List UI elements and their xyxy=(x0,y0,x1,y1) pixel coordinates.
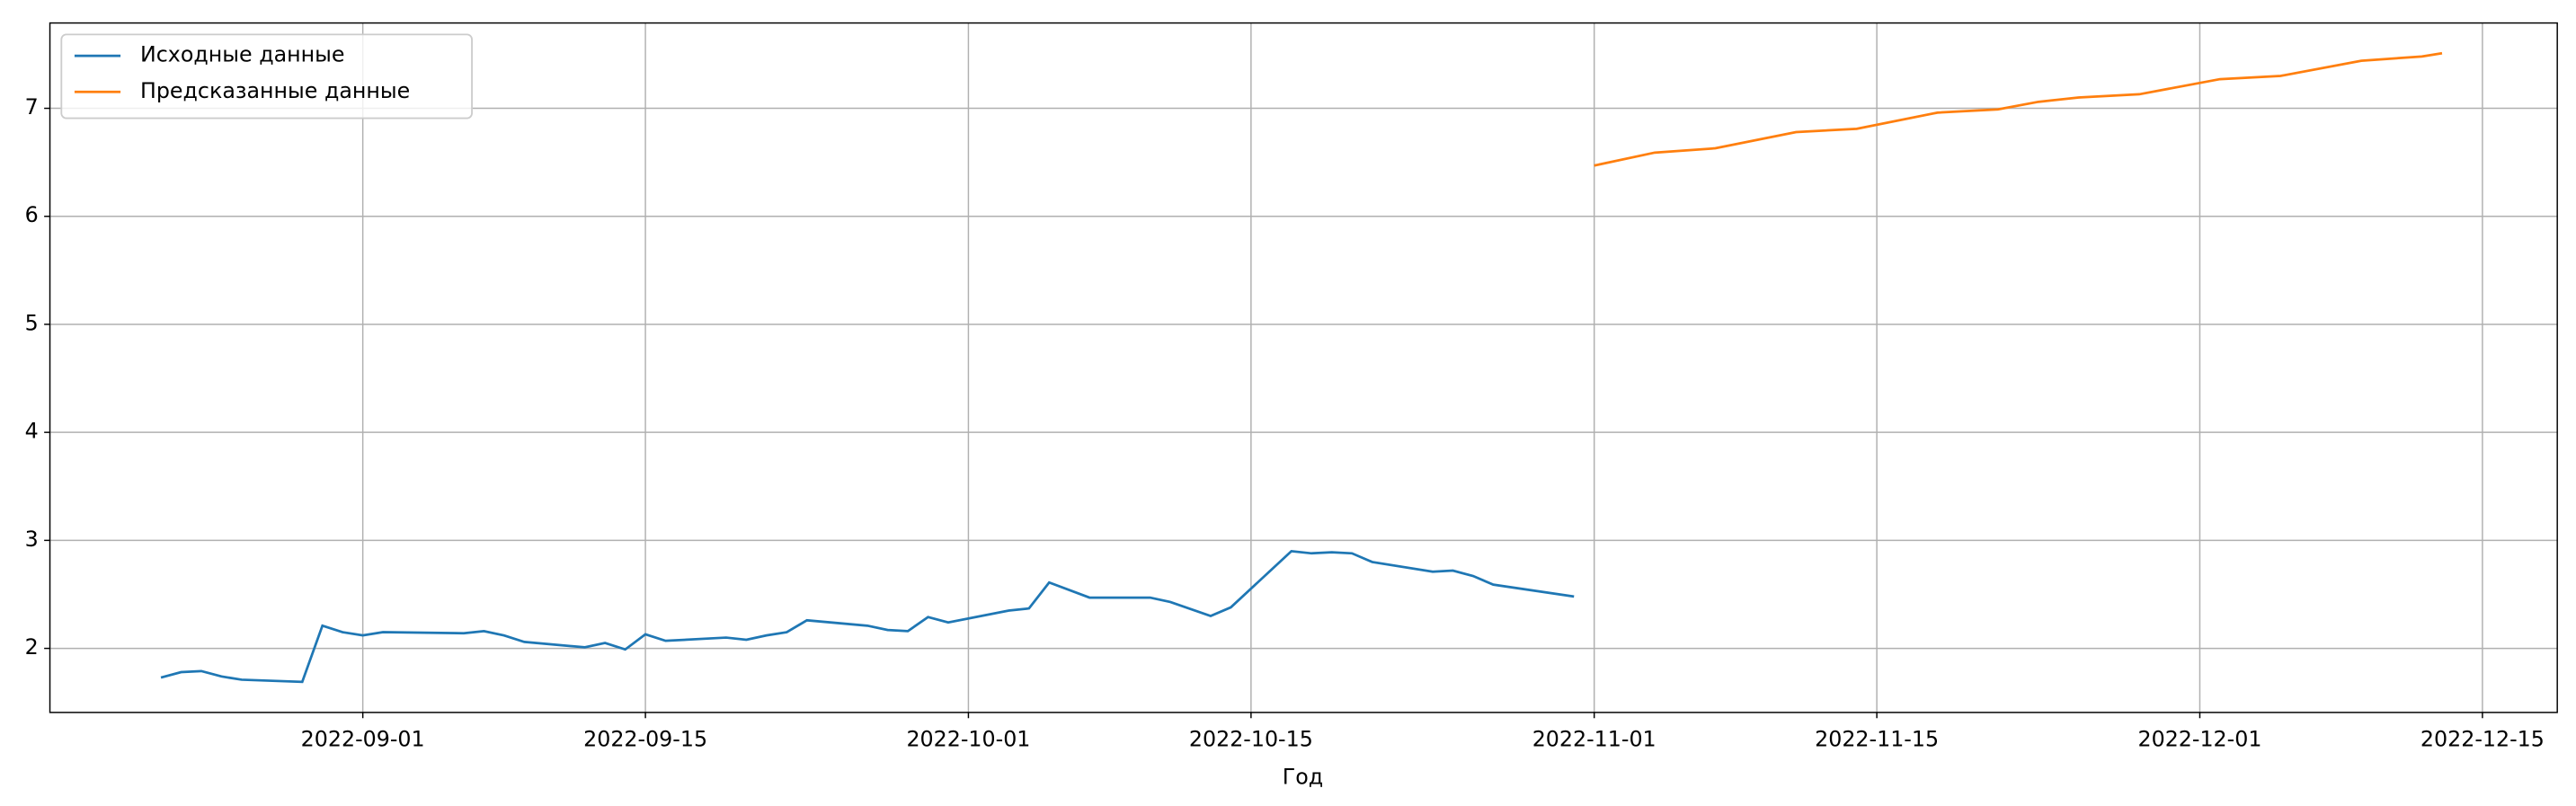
y-tick-label: 2 xyxy=(25,634,39,660)
plot-frame xyxy=(49,22,2558,713)
y-tick-label: 7 xyxy=(25,94,39,120)
x-tick-label: 2022-12-15 xyxy=(2421,726,2545,751)
x-tick-label: 2022-11-01 xyxy=(1532,726,1657,751)
x-axis-label: Год xyxy=(1283,764,1323,789)
x-tick-label: 2022-10-15 xyxy=(1189,726,1313,751)
line-series xyxy=(1594,51,2443,167)
legend-box xyxy=(60,33,473,120)
legend-label: Исходные данные xyxy=(140,42,345,67)
x-tick-label: 2022-10-01 xyxy=(906,726,1030,751)
x-tick-label: 2022-09-01 xyxy=(301,726,425,751)
x-tick-label: 2022-09-15 xyxy=(583,726,707,751)
y-tick-label: 4 xyxy=(25,419,39,444)
y-tick-label: 5 xyxy=(25,310,39,335)
y-tick-label: 3 xyxy=(25,527,39,552)
legend-label: Предсказанные данные xyxy=(140,78,410,103)
line-series xyxy=(160,549,1575,684)
x-tick-label: 2022-11-15 xyxy=(1815,726,1939,751)
x-tick-label: 2022-12-01 xyxy=(2137,726,2261,751)
y-tick-label: 6 xyxy=(25,202,39,227)
